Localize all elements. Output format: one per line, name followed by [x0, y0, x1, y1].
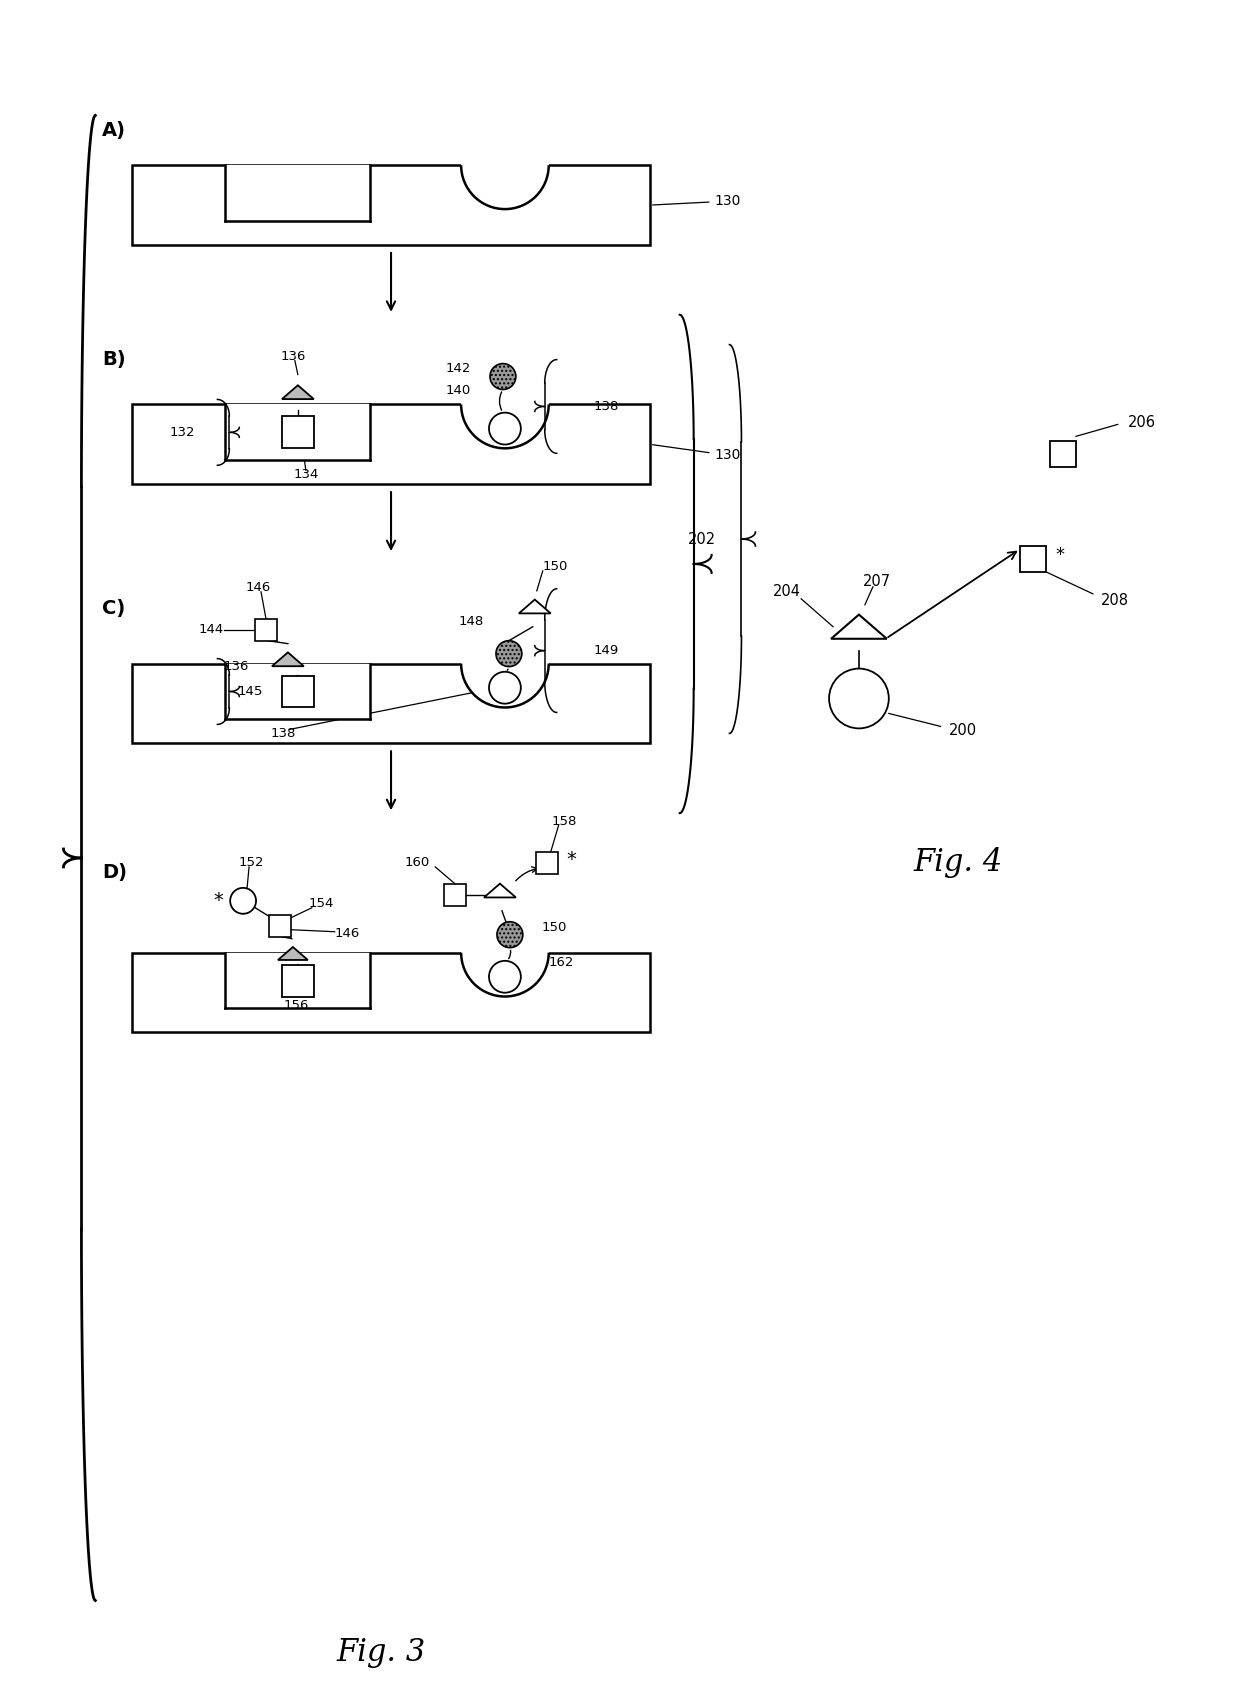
- Bar: [226, 664, 371, 720]
- Text: 148: 148: [459, 615, 484, 628]
- Bar: [461, 901, 549, 953]
- Bar: [133, 405, 650, 484]
- Bar: [1050, 442, 1076, 467]
- Text: 132: 132: [170, 427, 196, 438]
- Bar: [461, 113, 549, 166]
- Text: 202: 202: [687, 532, 715, 547]
- Bar: [444, 884, 466, 906]
- Text: 150: 150: [542, 921, 568, 935]
- Bar: [281, 965, 314, 997]
- Bar: [226, 953, 371, 1009]
- Text: Fig. 4: Fig. 4: [914, 848, 1003, 879]
- Bar: [226, 166, 371, 222]
- Text: 136: 136: [280, 350, 305, 362]
- Bar: [536, 852, 558, 874]
- Text: 204: 204: [774, 584, 801, 599]
- Circle shape: [489, 672, 521, 704]
- Text: *: *: [1055, 545, 1064, 564]
- Polygon shape: [518, 599, 551, 613]
- Polygon shape: [831, 615, 887, 638]
- Text: A): A): [103, 120, 126, 141]
- Text: 200: 200: [949, 723, 977, 738]
- Circle shape: [489, 413, 521, 445]
- Polygon shape: [484, 884, 516, 897]
- Text: 146: 146: [246, 581, 270, 594]
- Circle shape: [830, 669, 889, 728]
- Text: 145: 145: [237, 686, 263, 698]
- Text: C): C): [103, 599, 125, 618]
- Circle shape: [461, 122, 549, 210]
- Text: 142: 142: [445, 362, 471, 376]
- Text: 138: 138: [594, 400, 619, 413]
- Text: 134: 134: [293, 467, 319, 481]
- Text: B): B): [103, 350, 126, 369]
- Text: 154: 154: [309, 897, 335, 911]
- Text: 150: 150: [543, 560, 568, 574]
- Text: 146: 146: [335, 928, 361, 940]
- Bar: [226, 405, 371, 460]
- Circle shape: [461, 909, 549, 997]
- Text: *: *: [567, 850, 577, 870]
- Bar: [133, 953, 650, 1033]
- Text: *: *: [213, 891, 223, 911]
- Circle shape: [490, 364, 516, 389]
- Text: 152: 152: [238, 857, 264, 870]
- Text: Fig. 3: Fig. 3: [336, 1637, 425, 1668]
- Text: 136: 136: [223, 660, 249, 674]
- Text: 144: 144: [198, 623, 224, 637]
- Circle shape: [231, 887, 255, 914]
- Bar: [1021, 545, 1047, 572]
- Circle shape: [461, 361, 549, 449]
- Text: 156: 156: [283, 999, 309, 1012]
- Text: 160: 160: [404, 857, 430, 870]
- Circle shape: [497, 921, 523, 948]
- Text: 207: 207: [863, 574, 890, 589]
- Polygon shape: [272, 652, 304, 667]
- Text: 140: 140: [445, 384, 471, 396]
- Bar: [281, 676, 314, 708]
- Text: 130: 130: [652, 445, 742, 462]
- Text: 208: 208: [1101, 593, 1128, 608]
- Text: D): D): [103, 863, 128, 882]
- Polygon shape: [281, 386, 314, 400]
- Text: 158: 158: [552, 814, 578, 828]
- Bar: [133, 664, 650, 743]
- Bar: [133, 166, 650, 245]
- Circle shape: [489, 962, 521, 992]
- Bar: [461, 352, 549, 405]
- Text: 206: 206: [1127, 415, 1156, 430]
- Text: 149: 149: [594, 643, 619, 657]
- Bar: [461, 611, 549, 664]
- Circle shape: [461, 620, 549, 708]
- Text: 130: 130: [652, 195, 742, 208]
- Bar: [281, 416, 314, 449]
- Circle shape: [496, 640, 522, 667]
- Bar: [269, 914, 291, 936]
- Bar: [255, 618, 277, 640]
- Text: 138: 138: [270, 726, 295, 740]
- Polygon shape: [278, 946, 308, 960]
- Text: 162: 162: [549, 957, 574, 968]
